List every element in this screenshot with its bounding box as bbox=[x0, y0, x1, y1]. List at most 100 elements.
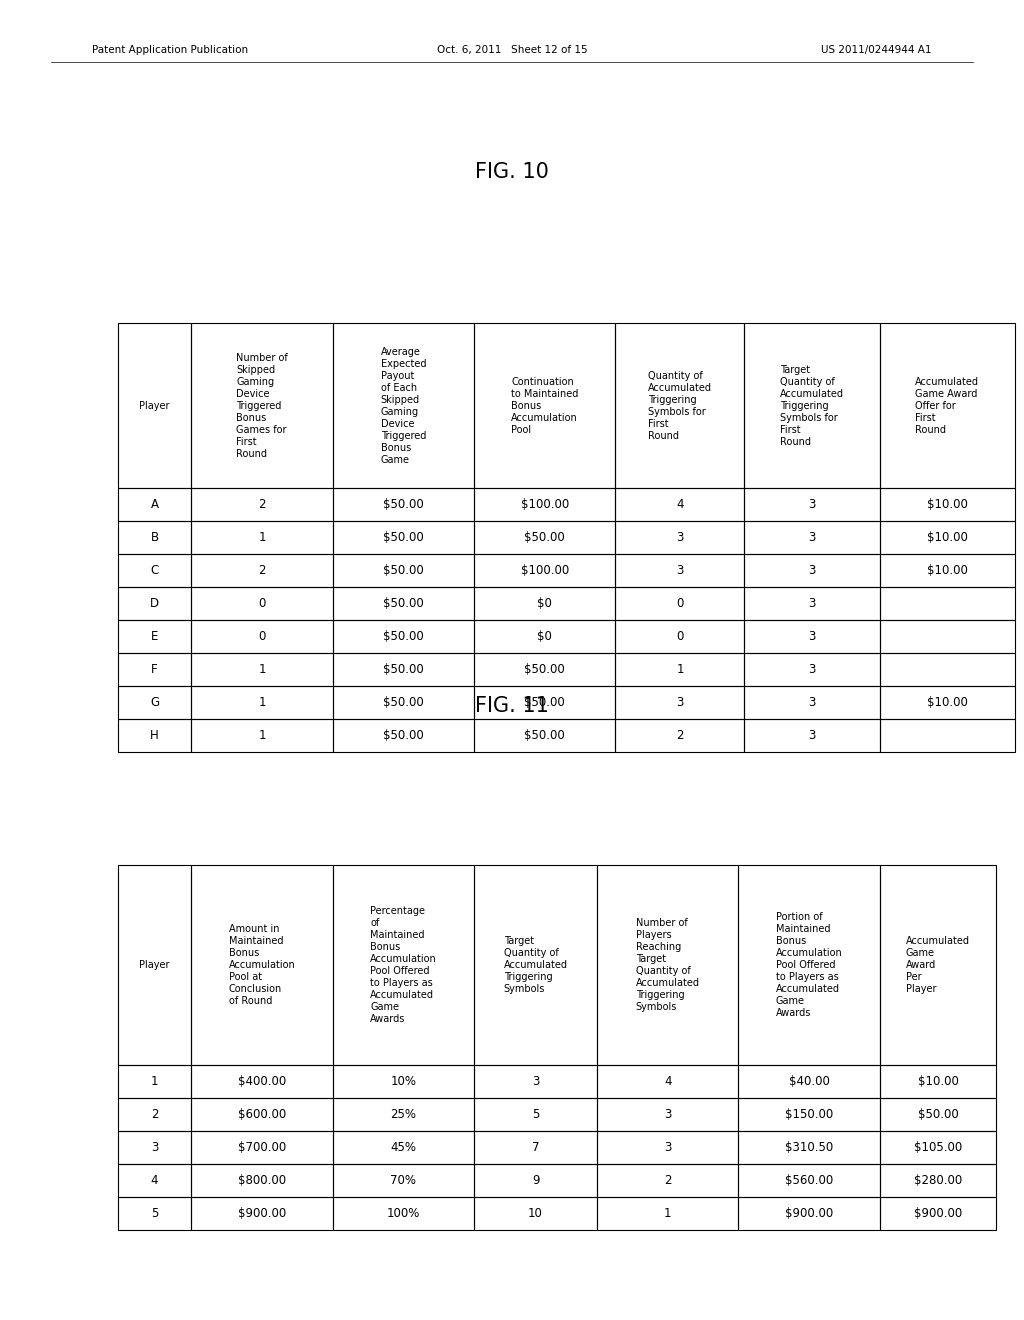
Bar bbox=[474, 686, 615, 719]
Bar bbox=[880, 323, 1015, 488]
Text: 70%: 70% bbox=[390, 1175, 417, 1187]
Bar bbox=[333, 686, 474, 719]
Bar bbox=[333, 719, 474, 752]
Bar bbox=[118, 1098, 191, 1131]
Bar bbox=[333, 653, 474, 686]
Bar bbox=[738, 1098, 880, 1131]
Bar bbox=[118, 686, 191, 719]
Bar bbox=[880, 1098, 996, 1131]
Text: 5: 5 bbox=[151, 1208, 159, 1220]
Text: Patent Application Publication: Patent Application Publication bbox=[92, 45, 248, 55]
Bar bbox=[880, 719, 1015, 752]
Text: E: E bbox=[151, 631, 159, 643]
Bar bbox=[744, 554, 880, 587]
Bar bbox=[597, 1164, 738, 1197]
Bar bbox=[191, 323, 333, 488]
Text: $560.00: $560.00 bbox=[784, 1175, 834, 1187]
Bar bbox=[333, 1197, 474, 1230]
Text: Number of
Skipped
Gaming
Device
Triggered
Bonus
Games for
First
Round: Number of Skipped Gaming Device Triggere… bbox=[237, 352, 288, 459]
Bar bbox=[118, 1197, 191, 1230]
Bar bbox=[118, 1065, 191, 1098]
Text: Percentage
of
Maintained
Bonus
Accumulation
Pool Offered
to Players as
Accumulat: Percentage of Maintained Bonus Accumulat… bbox=[370, 906, 437, 1024]
Bar bbox=[191, 554, 333, 587]
Text: $10.00: $10.00 bbox=[927, 499, 968, 511]
Bar bbox=[118, 554, 191, 587]
Bar bbox=[333, 620, 474, 653]
Bar bbox=[333, 554, 474, 587]
Text: $800.00: $800.00 bbox=[239, 1175, 286, 1187]
Bar bbox=[118, 719, 191, 752]
Bar bbox=[615, 587, 744, 620]
Bar bbox=[118, 521, 191, 554]
Bar bbox=[191, 620, 333, 653]
Bar bbox=[474, 1098, 597, 1131]
Bar bbox=[191, 719, 333, 752]
Text: 3: 3 bbox=[676, 565, 684, 577]
Bar bbox=[333, 1131, 474, 1164]
Bar bbox=[333, 865, 474, 1065]
Text: Oct. 6, 2011   Sheet 12 of 15: Oct. 6, 2011 Sheet 12 of 15 bbox=[436, 45, 588, 55]
Text: 3: 3 bbox=[808, 730, 816, 742]
Bar bbox=[474, 653, 615, 686]
Bar bbox=[615, 686, 744, 719]
Text: 2: 2 bbox=[151, 1109, 159, 1121]
Bar bbox=[191, 521, 333, 554]
Text: 3: 3 bbox=[676, 532, 684, 544]
Text: $50.00: $50.00 bbox=[524, 730, 565, 742]
Bar bbox=[744, 620, 880, 653]
Text: $50.00: $50.00 bbox=[383, 730, 424, 742]
Bar bbox=[118, 620, 191, 653]
Bar bbox=[191, 686, 333, 719]
Bar bbox=[744, 686, 880, 719]
Bar bbox=[615, 653, 744, 686]
Text: $10.00: $10.00 bbox=[927, 532, 968, 544]
Text: 2: 2 bbox=[258, 565, 266, 577]
Bar bbox=[474, 521, 615, 554]
Bar bbox=[118, 653, 191, 686]
Text: $400.00: $400.00 bbox=[238, 1076, 287, 1088]
Bar bbox=[880, 1131, 996, 1164]
Bar bbox=[738, 1131, 880, 1164]
Text: 4: 4 bbox=[151, 1175, 159, 1187]
Bar bbox=[615, 521, 744, 554]
Bar bbox=[191, 1131, 333, 1164]
Bar bbox=[191, 865, 333, 1065]
Text: 1: 1 bbox=[151, 1076, 159, 1088]
Bar bbox=[191, 653, 333, 686]
Bar bbox=[615, 488, 744, 521]
Text: 3: 3 bbox=[808, 565, 816, 577]
Bar bbox=[880, 620, 1015, 653]
Text: FIG. 11: FIG. 11 bbox=[475, 696, 549, 717]
Bar bbox=[880, 1197, 996, 1230]
Bar bbox=[738, 865, 880, 1065]
Text: C: C bbox=[151, 565, 159, 577]
Bar bbox=[333, 488, 474, 521]
Bar bbox=[474, 554, 615, 587]
Text: $280.00: $280.00 bbox=[913, 1175, 963, 1187]
Text: 9: 9 bbox=[531, 1175, 540, 1187]
Text: 3: 3 bbox=[808, 697, 816, 709]
Text: $50.00: $50.00 bbox=[918, 1109, 958, 1121]
Bar bbox=[333, 587, 474, 620]
Text: $100.00: $100.00 bbox=[520, 499, 569, 511]
Bar bbox=[597, 1065, 738, 1098]
Text: 3: 3 bbox=[808, 532, 816, 544]
Text: 1: 1 bbox=[676, 664, 684, 676]
Bar bbox=[597, 865, 738, 1065]
Bar bbox=[597, 1131, 738, 1164]
Text: 2: 2 bbox=[676, 730, 684, 742]
Bar bbox=[474, 865, 597, 1065]
Bar bbox=[474, 488, 615, 521]
Text: 1: 1 bbox=[664, 1208, 672, 1220]
Text: Quantity of
Accumulated
Triggering
Symbols for
First
Round: Quantity of Accumulated Triggering Symbo… bbox=[648, 371, 712, 441]
Bar bbox=[333, 323, 474, 488]
Text: $150.00: $150.00 bbox=[784, 1109, 834, 1121]
Bar bbox=[118, 323, 191, 488]
Bar bbox=[615, 620, 744, 653]
Text: 1: 1 bbox=[258, 532, 266, 544]
Bar bbox=[333, 521, 474, 554]
Text: $50.00: $50.00 bbox=[524, 697, 565, 709]
Text: $40.00: $40.00 bbox=[788, 1076, 829, 1088]
Text: 3: 3 bbox=[151, 1142, 159, 1154]
Text: Portion of
Maintained
Bonus
Accumulation
Pool Offered
to Players as
Accumulated
: Portion of Maintained Bonus Accumulation… bbox=[775, 912, 843, 1018]
